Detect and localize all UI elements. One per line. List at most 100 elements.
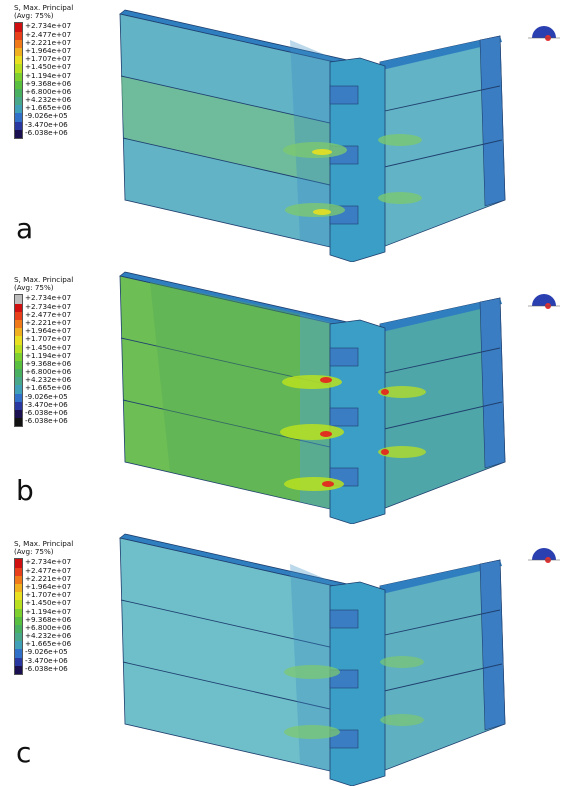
color-swatch (15, 121, 22, 130)
color-swatch (15, 80, 22, 89)
legend-subtitle: (Avg: 75%) (14, 11, 54, 21)
color-swatch (15, 129, 22, 139)
legend-value: +2.477e+07 (25, 309, 72, 319)
legend-value: +1.665e+06 (25, 103, 72, 113)
legend-c: S, Max. Principal (Avg: 75%) +2.734e+07 +… (14, 539, 74, 676)
color-swatch (15, 369, 22, 378)
color-swatch (15, 665, 22, 675)
color-swatch (15, 23, 22, 32)
panel-b: S, Max. Principal (Avg: 75%) +2.734e+07 +… (0, 262, 567, 524)
color-swatch (15, 72, 22, 81)
coordinate-triad-icon (528, 548, 560, 563)
color-scale (14, 294, 23, 428)
legend-value: +1.450e+07 (25, 598, 72, 608)
color-swatch (15, 401, 22, 411)
color-swatch (15, 418, 22, 427)
legend-value: +1.707e+07 (25, 54, 72, 64)
legend-subtitle: (Avg: 75%) (14, 547, 54, 557)
color-swatch (15, 624, 22, 634)
legend-b: S, Max. Principal (Avg: 75%) +2.734e+07 +… (14, 275, 74, 428)
color-scale (14, 22, 23, 140)
color-swatch (15, 295, 22, 304)
color-swatch (15, 97, 22, 106)
legend-value: +1.450e+07 (25, 342, 72, 352)
legend-value: +2.734e+07 (25, 557, 72, 567)
legend-value: -9.026e+05 (25, 391, 68, 401)
legend-value: -6.038e+06 (25, 127, 68, 137)
color-swatch (15, 657, 22, 666)
legend-value: +9.368e+06 (25, 78, 72, 88)
panel-a: S, Max. Principal (Avg: 75%) +2.734e+07 +… (0, 0, 567, 262)
legend-a: S, Max. Principal (Avg: 75%) +2.734e+07 +… (14, 3, 74, 140)
coordinate-triad-icon (528, 26, 560, 41)
color-swatch (15, 385, 22, 394)
color-swatch (15, 377, 22, 386)
color-swatch (15, 633, 22, 642)
color-swatch (15, 649, 22, 658)
legend-value: +2.221e+07 (25, 573, 72, 583)
legend-value: +4.232e+06 (25, 95, 72, 105)
color-swatch (15, 410, 22, 419)
panel-c: S, Max. Principal (Avg: 75%) +2.734e+07 +… (0, 524, 567, 786)
legend-value: +2.477e+07 (25, 29, 72, 39)
legend-value: +2.221e+07 (25, 317, 72, 327)
color-swatch (15, 39, 22, 48)
color-swatch (15, 31, 22, 40)
color-swatch (15, 303, 22, 312)
color-swatch (15, 592, 22, 601)
legend-value: +6.800e+06 (25, 622, 72, 632)
legend-value: +4.232e+06 (25, 375, 72, 385)
color-swatch (15, 393, 22, 402)
legend-value: -3.470e+06 (25, 399, 68, 409)
legend-subtitle: (Avg: 75%) (14, 283, 54, 293)
legend-value: -6.038e+06 (25, 416, 68, 426)
color-swatch (15, 600, 22, 609)
color-swatch (15, 360, 22, 370)
legend-value: +1.450e+07 (25, 62, 72, 72)
color-swatch (15, 575, 22, 584)
color-swatch (15, 336, 22, 345)
legend-value: +1.194e+07 (25, 70, 72, 80)
legend-value: +1.194e+07 (25, 350, 72, 360)
panel-label-c: c (16, 736, 32, 769)
legend-value: +1.964e+07 (25, 326, 72, 336)
color-swatch (15, 64, 22, 73)
legend-title: S, Max. Principal (14, 3, 74, 12)
fe-model-c (119, 533, 506, 786)
color-swatch (15, 88, 22, 98)
legend-value: +9.368e+06 (25, 358, 72, 368)
legend-value: +2.734e+07 (25, 301, 72, 311)
legend-value: +2.734e+07 (25, 293, 72, 303)
legend-value: +1.707e+07 (25, 334, 72, 344)
color-swatch (15, 344, 22, 353)
color-swatch (15, 583, 22, 593)
legend-value: +4.232e+06 (25, 631, 72, 641)
legend-value: -6.038e+06 (25, 663, 68, 673)
legend-value: +1.665e+06 (25, 639, 72, 649)
color-swatch (15, 319, 22, 329)
color-swatch (15, 567, 22, 576)
legend-value: +2.221e+07 (25, 37, 72, 47)
fe-model-b (119, 271, 506, 524)
color-swatch (15, 641, 22, 650)
legend-value: +6.800e+06 (25, 86, 72, 96)
legend-value: +6.800e+06 (25, 367, 72, 377)
coordinate-triad-icon (528, 294, 560, 309)
legend-title: S, Max. Principal (14, 539, 74, 548)
panel-label-b: b (16, 474, 34, 507)
color-swatch (15, 328, 22, 337)
panel-label-a: a (16, 212, 34, 245)
legend-value: +1.964e+07 (25, 45, 72, 55)
fe-model-a (119, 9, 506, 262)
legend-value: -3.470e+06 (25, 655, 68, 665)
legend-value: -6.038e+06 (25, 408, 68, 418)
legend-value: -9.026e+05 (25, 111, 68, 121)
color-swatch (15, 47, 22, 57)
legend-value: +1.665e+06 (25, 383, 72, 393)
color-swatch (15, 105, 22, 114)
legend-value: +1.707e+07 (25, 590, 72, 600)
legend-value: +9.368e+06 (25, 614, 72, 624)
legend-value: -3.470e+06 (25, 119, 68, 129)
color-scale (14, 558, 23, 676)
legend-title: S, Max. Principal (14, 275, 74, 284)
